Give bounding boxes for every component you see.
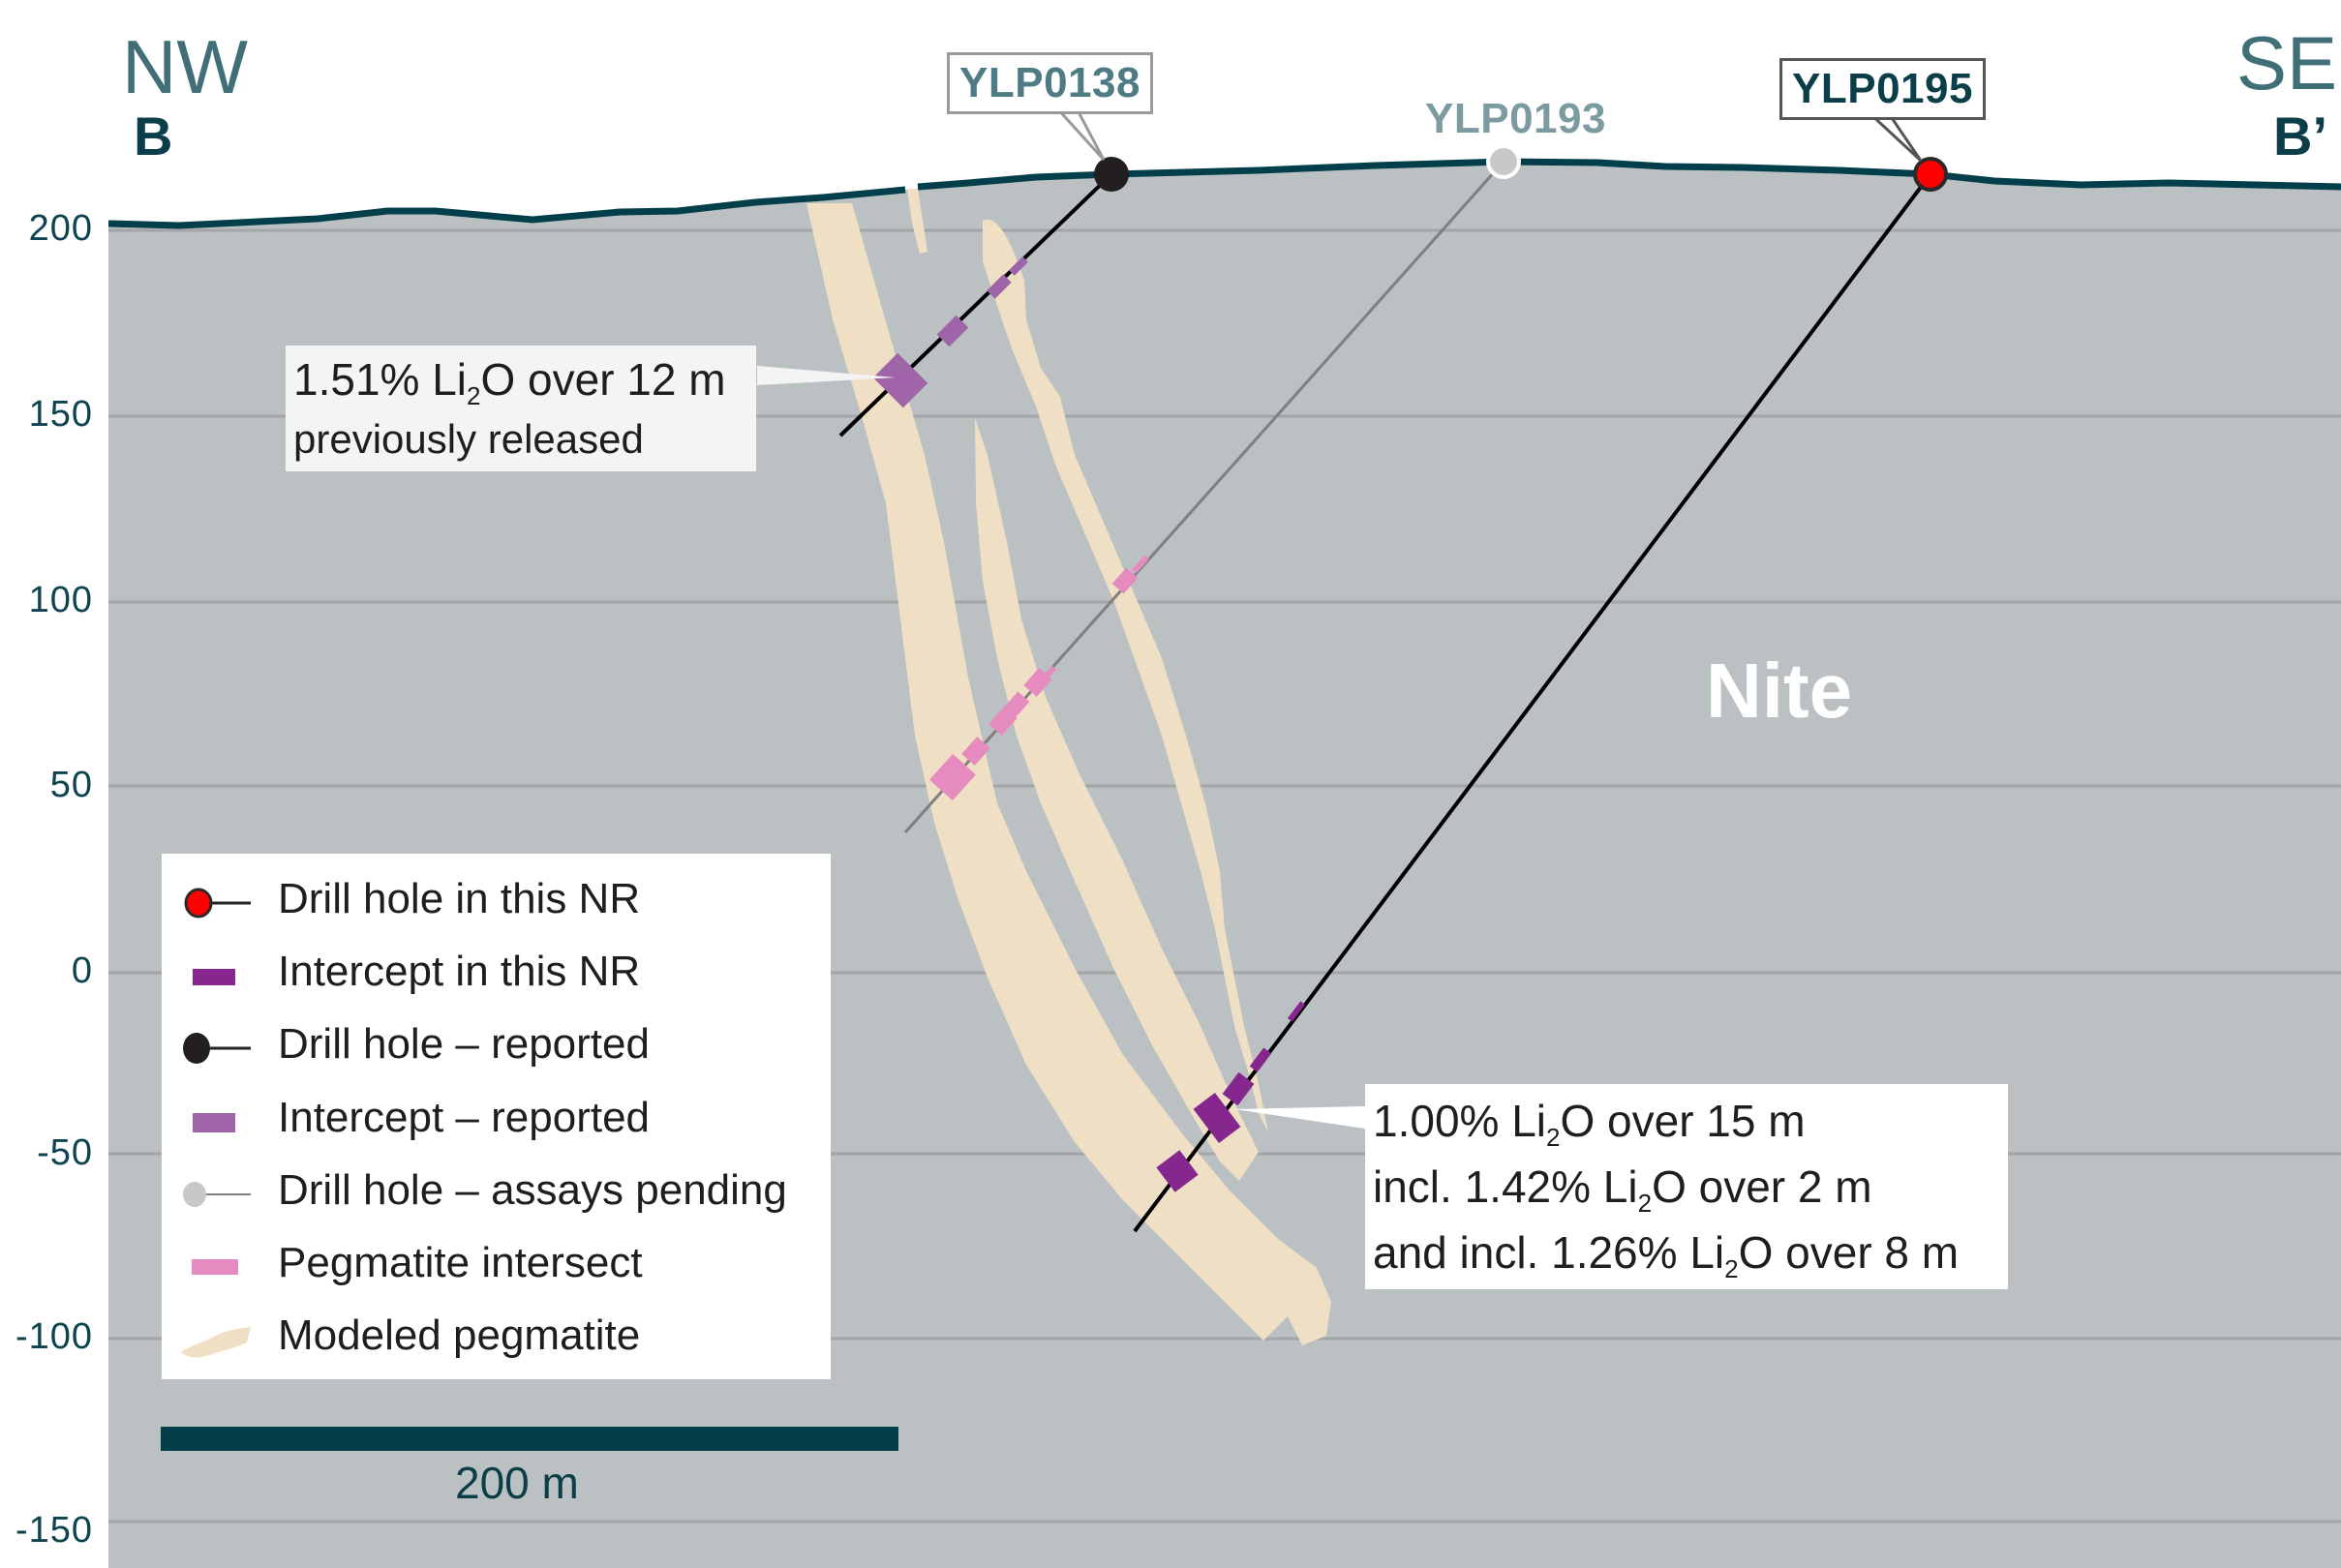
legend-label: Modeled pegmatite: [278, 1312, 641, 1359]
y-tick-0: 0: [71, 950, 93, 991]
legend-item-drill-hole-reported: Drill hole – reported: [162, 1014, 831, 1082]
hole-label-YLP0193[interactable]: YLP0193: [1425, 95, 1606, 142]
legend-item-drill-hole-pending: Drill hole – assays pending: [162, 1161, 831, 1228]
dark-purple-bar-icon: [193, 969, 235, 985]
direction-nw: NW: [122, 24, 248, 109]
legend-item-intercept-reported: Intercept – reported: [162, 1088, 831, 1156]
y-tick-neg150: -150: [15, 1510, 93, 1551]
annotation-left-pointer: [757, 366, 896, 385]
scale-bar: [161, 1427, 898, 1451]
annotation-right-line2: incl. 1.42% Li2O over 2 m: [1373, 1161, 1872, 1218]
annotation-YLP0195-intercept: 1.00% Li2O over 15 m incl. 1.42% Li2O ov…: [1365, 1084, 2008, 1289]
callout-pointer-YLP0138: [1053, 106, 1106, 162]
legend-item-modeled-pegmatite: Modeled pegmatite: [162, 1306, 831, 1373]
legend: Drill hole in this NR Intercept in this …: [162, 854, 831, 1379]
legend-label: Drill hole – reported: [278, 1020, 650, 1068]
pink-bar-icon: [192, 1259, 238, 1275]
hole-label-YLP0138[interactable]: YLP0138: [947, 52, 1153, 114]
legend-label: Drill hole – assays pending: [278, 1166, 787, 1214]
rock-unit-label: Nite: [1706, 648, 1853, 734]
y-tick-neg50: -50: [37, 1132, 93, 1173]
legend-item-pegmatite-intersect: Pegmatite intersect: [162, 1233, 831, 1301]
annotation-YLP0138-intercept: 1.51% Li2O over 12 m previously released: [286, 346, 756, 471]
drill-hole-YLP0195[interactable]: [1133, 157, 1948, 1233]
collar-YLP0195[interactable]: [1913, 157, 1948, 192]
hole-label-YLP0195[interactable]: YLP0195: [1779, 58, 1986, 120]
y-tick-neg100: -100: [15, 1316, 93, 1357]
annotation-left-line1: 1.51% Li2O over 12 m: [293, 354, 726, 410]
light-purple-bar-icon: [193, 1113, 235, 1132]
section-start-label: B: [134, 106, 173, 166]
section-end-label: B’: [2273, 106, 2327, 166]
y-tick-200: 200: [28, 208, 93, 249]
y-tick-150: 150: [28, 394, 93, 435]
drill-hole-YLP0193[interactable]: [903, 144, 1521, 833]
scale-bar-label: 200 m: [455, 1458, 579, 1508]
legend-label: Intercept in this NR: [278, 948, 641, 995]
y-tick-100: 100: [28, 580, 93, 620]
black-collar-line-icon: [183, 1033, 251, 1064]
annotation-right-line3: and incl. 1.26% Li2O over 8 m: [1373, 1226, 1960, 1283]
legend-label: Drill hole in this NR: [278, 875, 641, 922]
red-collar-line-icon: [184, 888, 251, 919]
annotation-right-line1: 1.00% Li2O over 15 m: [1373, 1096, 1806, 1152]
direction-se: SE: [2236, 20, 2338, 106]
legend-item-intercept-this-nr: Intercept in this NR: [162, 942, 831, 1010]
drill-hole-YLP0138[interactable]: [838, 157, 1129, 437]
legend-item-drill-hole-this-nr: Drill hole in this NR: [162, 869, 831, 937]
collar-YLP0138[interactable]: [1094, 157, 1129, 192]
collar-YLP0193[interactable]: [1486, 144, 1521, 179]
annotation-left-line2: previously released: [293, 415, 644, 462]
y-tick-50: 50: [49, 765, 93, 805]
tan-blob-icon: [181, 1327, 251, 1358]
grey-collar-line-icon: [183, 1182, 251, 1207]
legend-label: Pegmatite intersect: [278, 1239, 643, 1286]
topography-line: [107, 158, 2341, 229]
legend-label: Intercept – reported: [278, 1094, 651, 1141]
annotation-right-pointer: [1234, 1106, 1365, 1129]
